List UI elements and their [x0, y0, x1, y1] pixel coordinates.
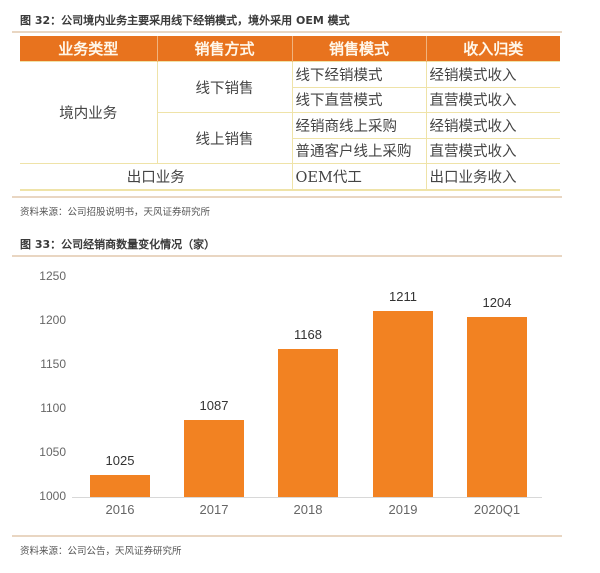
chart-title-divider	[12, 255, 562, 257]
x-tick-label: 2017	[199, 502, 229, 517]
cell-sales-mode: OEM代工	[291, 163, 427, 191]
header-business-type: 业务类型	[20, 36, 158, 62]
table-row: 线下直营模式 直营模式收入	[20, 86, 560, 113]
cell-sales-mode: 普通客户线上采购	[291, 137, 427, 164]
table-header-row: 业务类型 销售方式 销售模式 收入归类	[20, 36, 560, 62]
cell-revenue-class: 直营模式收入	[425, 137, 560, 164]
bar-value-label: 1204	[482, 295, 512, 311]
table-bottom-rule	[12, 196, 562, 198]
y-tick-label: 1150	[40, 357, 66, 371]
cell-business-type: 出口业务	[20, 163, 293, 191]
bar-2017	[184, 420, 244, 497]
bar-value-label: 1025	[105, 453, 135, 468]
x-tick-label: 2016	[105, 502, 135, 517]
header-sales-method: 销售方式	[157, 36, 293, 62]
bar-2020q1	[467, 317, 527, 497]
x-axis-line	[72, 497, 542, 498]
cell-sales-method: 线上销售	[156, 112, 293, 164]
cell-sales-mode: 经销商线上采购	[291, 112, 427, 139]
y-tick-label: 1100	[40, 401, 66, 415]
figure-32-title: 图 32：公司境内业务主要采用线下经销模式，境外采用 OEM 模式	[20, 14, 350, 27]
cell-revenue-class: 经销模式收入	[425, 112, 560, 139]
figure-33-source: 资料来源：公司公告，天风证券研究所	[20, 546, 182, 557]
chart-bottom-rule	[12, 535, 562, 537]
cell-revenue-class: 出口业务收入	[425, 163, 560, 191]
bar-value-label: 1168	[294, 327, 322, 343]
figure-33-title: 图 33：公司经销商数量变化情况（家）	[20, 238, 216, 251]
bar-2016	[90, 475, 150, 497]
y-tick-label: 1050	[39, 445, 66, 459]
bar-value-label: 1211	[389, 289, 417, 305]
table-row: 境内业务 线下销售 线下经销模式 经销模式收入	[20, 61, 560, 164]
y-tick-label: 1250	[39, 269, 66, 283]
header-sales-mode: 销售模式	[292, 36, 427, 62]
cell-sales-method: 线下销售	[156, 61, 293, 113]
dealer-count-bar-chart: 1000 1050 1100 1150 1200 1250 1025 2016 1087 2017…	[0, 262, 600, 522]
header-revenue-class: 收入归类	[426, 36, 560, 62]
table-row: 出口业务 OEM代工 出口业务收入	[20, 163, 560, 191]
figure-32-source: 资料来源：公司招股说明书，天风证券研究所	[20, 207, 211, 218]
bar-value-label: 1087	[199, 398, 229, 414]
bar-2019	[373, 311, 433, 497]
title-divider	[12, 31, 562, 33]
x-tick-label: 2019	[388, 502, 418, 517]
sales-mode-table: 业务类型 销售方式 销售模式 收入归类 境内业务 线下销售 线下经销模式 经销模…	[20, 36, 560, 191]
cell-business-type: 境内业务	[20, 61, 158, 164]
bar-2018	[278, 349, 338, 497]
y-tick-label: 1200	[39, 313, 66, 327]
cell-sales-mode: 线下经销模式	[291, 61, 427, 88]
x-tick-label: 2020Q1	[473, 502, 521, 517]
cell-revenue-class: 直营模式收入	[425, 86, 560, 113]
x-tick-label: 2018	[293, 502, 323, 517]
y-tick-label: 1000	[39, 489, 66, 503]
cell-revenue-class: 经销模式收入	[425, 61, 560, 88]
cell-sales-mode: 线下直营模式	[291, 86, 427, 113]
